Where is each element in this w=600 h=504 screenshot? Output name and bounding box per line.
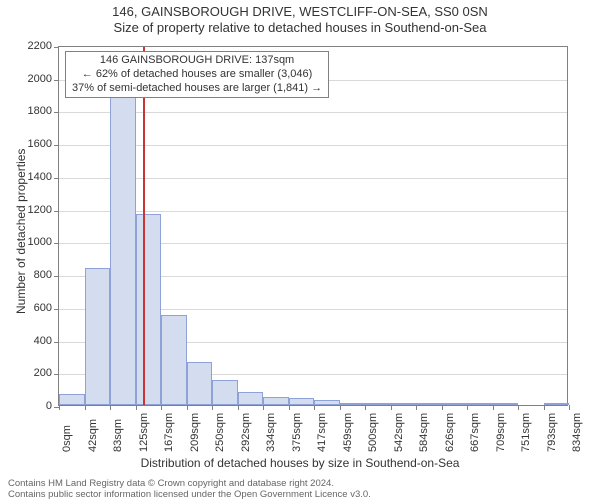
y-tick (54, 309, 59, 310)
x-tick (59, 405, 60, 410)
x-tick-label: 459sqm (342, 413, 354, 452)
histogram-bar (212, 380, 238, 405)
y-tick (54, 178, 59, 179)
x-tick-label: 500sqm (367, 413, 379, 452)
reference-line (143, 47, 145, 405)
x-tick-label: 751sqm (520, 413, 532, 452)
y-tick-label: 1000 (12, 236, 52, 248)
histogram-bar (314, 400, 340, 405)
x-tick-label: 83sqm (112, 419, 124, 452)
y-tick (54, 47, 59, 48)
y-tick-label: 400 (12, 335, 52, 347)
x-tick-label: 793sqm (546, 413, 558, 452)
histogram-bar (340, 403, 366, 405)
x-tick-label: 125sqm (138, 413, 150, 452)
x-tick-label: 375sqm (291, 413, 303, 452)
histogram-bar (238, 392, 264, 405)
y-tick (54, 80, 59, 81)
y-tick-label: 2200 (12, 40, 52, 52)
y-tick-label: 600 (12, 302, 52, 314)
histogram-bar (544, 403, 570, 405)
histogram-bar (136, 214, 162, 405)
annotation-line2: ← 62% of detached houses are smaller (3,… (72, 68, 322, 82)
y-tick-label: 0 (12, 400, 52, 412)
x-tick-label: 209sqm (189, 413, 201, 452)
annotation-line1: 146 GAINSBOROUGH DRIVE: 137sqm (72, 54, 322, 68)
x-tick (85, 405, 86, 410)
x-tick (212, 405, 213, 410)
y-tick (54, 374, 59, 375)
footer-line2: Contains public sector information licen… (8, 490, 371, 501)
y-tick (54, 211, 59, 212)
x-tick-label: 250sqm (214, 413, 226, 452)
y-tick-label: 2000 (12, 73, 52, 85)
y-tick-label: 1200 (12, 204, 52, 216)
y-tick-label: 200 (12, 367, 52, 379)
x-tick-label: 42sqm (87, 419, 99, 452)
x-tick (161, 405, 162, 410)
annotation-box: 146 GAINSBOROUGH DRIVE: 137sqm← 62% of d… (65, 51, 329, 98)
chart-subtitle: Size of property relative to detached ho… (0, 20, 600, 35)
y-tick-label: 1600 (12, 138, 52, 150)
plot-region: 146 GAINSBOROUGH DRIVE: 137sqm← 62% of d… (58, 46, 568, 406)
footer-attribution: Contains HM Land Registry data © Crown c… (8, 479, 371, 501)
x-tick (391, 405, 392, 410)
y-tick-label: 800 (12, 269, 52, 281)
x-tick (263, 405, 264, 410)
x-axis-title: Distribution of detached houses by size … (0, 456, 600, 470)
x-tick-label: 667sqm (469, 413, 481, 452)
x-tick (467, 405, 468, 410)
histogram-bar (263, 397, 289, 405)
histogram-bar (85, 268, 111, 405)
histogram-bar (110, 97, 136, 405)
y-tick-label: 1800 (12, 105, 52, 117)
x-tick (365, 405, 366, 410)
chart-title-address: 146, GAINSBOROUGH DRIVE, WESTCLIFF-ON-SE… (0, 4, 600, 19)
histogram-bar (416, 403, 442, 405)
histogram-bar (467, 403, 493, 405)
y-tick-label: 1400 (12, 171, 52, 183)
histogram-bar (493, 403, 519, 405)
histogram-bar (187, 362, 213, 405)
x-tick-label: 292sqm (240, 413, 252, 452)
histogram-bar (365, 403, 391, 405)
histogram-bar (289, 398, 315, 405)
x-tick-label: 167sqm (163, 413, 175, 452)
x-tick (289, 405, 290, 410)
histogram-bar (161, 315, 187, 405)
annotation-line3: 37% of semi-detached houses are larger (… (72, 82, 322, 96)
x-tick (416, 405, 417, 410)
x-tick (493, 405, 494, 410)
y-tick (54, 243, 59, 244)
y-tick (54, 145, 59, 146)
x-tick-label: 834sqm (571, 413, 583, 452)
x-tick (340, 405, 341, 410)
x-tick (136, 405, 137, 410)
histogram-bar (391, 403, 417, 405)
x-tick (442, 405, 443, 410)
chart-area: 146 GAINSBOROUGH DRIVE: 137sqm← 62% of d… (58, 46, 568, 406)
x-tick (187, 405, 188, 410)
x-tick (518, 405, 519, 410)
x-tick-label: 709sqm (495, 413, 507, 452)
x-tick-label: 417sqm (316, 413, 328, 452)
x-tick (569, 405, 570, 410)
histogram-bar (59, 394, 85, 405)
x-tick (314, 405, 315, 410)
x-tick-label: 626sqm (444, 413, 456, 452)
x-tick (110, 405, 111, 410)
x-tick (238, 405, 239, 410)
y-tick (54, 342, 59, 343)
x-tick-label: 334sqm (265, 413, 277, 452)
x-tick (544, 405, 545, 410)
x-tick-label: 0sqm (61, 425, 73, 452)
y-tick (54, 276, 59, 277)
y-tick (54, 112, 59, 113)
x-tick-label: 584sqm (418, 413, 430, 452)
x-tick-label: 542sqm (393, 413, 405, 452)
histogram-bar (442, 403, 468, 405)
